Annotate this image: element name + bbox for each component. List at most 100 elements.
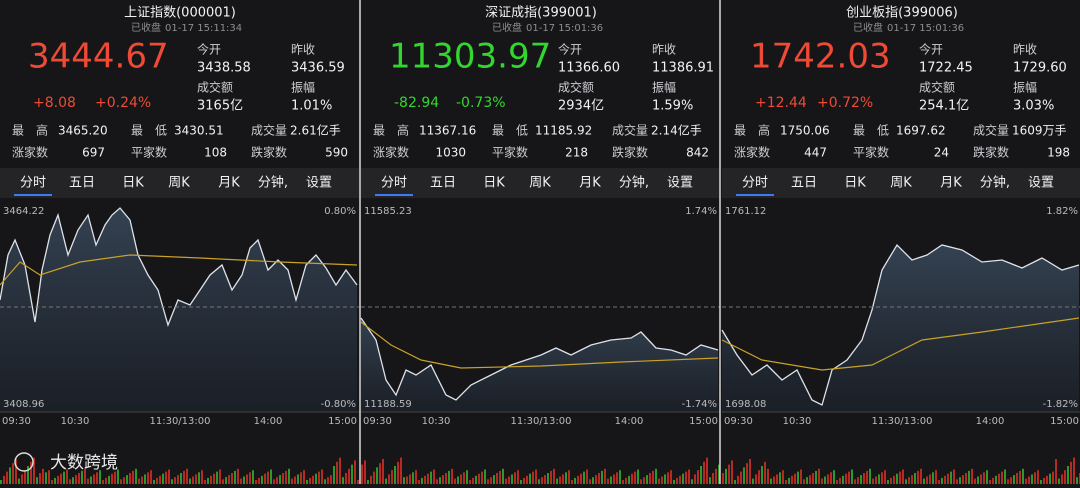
volume-bar: [45, 472, 47, 484]
amount-label: 成交额: [919, 80, 955, 95]
volume-bar: [929, 474, 931, 484]
volume-bar: [300, 472, 302, 484]
volume-bar: [986, 470, 988, 484]
volume-bar: [177, 475, 179, 484]
tab[interactable]: 日K: [122, 176, 144, 191]
volume-bar: [968, 470, 970, 484]
price: 11303.97: [389, 37, 551, 77]
open-value: 3438.58: [197, 61, 251, 76]
tab[interactable]: 五日: [791, 176, 817, 191]
volume-bar: [1025, 478, 1027, 484]
volume-bar: [321, 469, 323, 484]
volume-bar: [619, 470, 621, 484]
volume-bar: [1073, 457, 1075, 484]
tab[interactable]: 月K: [218, 176, 240, 191]
tab[interactable]: 分时: [742, 176, 768, 191]
pct-bottom-label: -0.80%: [321, 399, 356, 410]
volume-bar: [150, 470, 152, 484]
volume-bar: [195, 474, 197, 484]
volume-bar: [90, 476, 92, 484]
volume-bar: [607, 478, 609, 484]
volume-bar: [773, 476, 775, 484]
volume-bar: [1019, 470, 1021, 484]
volume-bar: [803, 479, 805, 484]
volume-bar: [911, 475, 913, 484]
tab[interactable]: 分钟,: [619, 175, 649, 191]
tab-underline: [736, 194, 774, 196]
volume-bar: [601, 470, 603, 484]
volume-bar: [24, 470, 26, 484]
tab[interactable]: 分钟,: [258, 175, 288, 191]
tab[interactable]: 五日: [430, 176, 456, 191]
tab[interactable]: 设置: [1028, 176, 1054, 191]
volume-bar: [980, 474, 982, 484]
volume-bar: [87, 478, 89, 484]
volume-bar: [1076, 477, 1078, 484]
tab[interactable]: 周K: [890, 176, 912, 191]
open-value: 11366.60: [558, 61, 620, 76]
tab-bar: [361, 168, 720, 198]
tab-bar: [722, 168, 1080, 198]
tab[interactable]: 日K: [844, 176, 866, 191]
low-value: 1697.62: [896, 124, 946, 138]
volume-bar: [15, 459, 17, 484]
pct-top-label: 0.80%: [324, 206, 356, 217]
volume-bar: [1037, 470, 1039, 484]
y-top-label: 1761.12: [725, 206, 766, 217]
tab[interactable]: 五日: [69, 176, 95, 191]
volume-bar: [776, 474, 778, 484]
tab[interactable]: 分时: [20, 176, 46, 191]
high-label: 最 高: [373, 123, 409, 138]
volume-bar: [613, 474, 615, 484]
tab[interactable]: 分时: [381, 176, 407, 191]
volume-bar: [231, 473, 233, 484]
volume-bar: [1052, 471, 1054, 484]
tab[interactable]: 周K: [529, 176, 551, 191]
volume-bar: [691, 479, 693, 484]
low-value: 3430.51: [174, 124, 224, 138]
volume-bar: [1064, 470, 1066, 484]
volume-bar: [616, 472, 618, 484]
up-label: 涨家数: [373, 145, 409, 160]
volume-bar: [854, 479, 856, 484]
volume-bar: [189, 478, 191, 484]
volume-bar: [330, 475, 332, 484]
volume-bar: [758, 470, 760, 484]
amount-label: 成交额: [558, 80, 594, 95]
volume-bar: [105, 477, 107, 484]
volume-bar: [132, 470, 134, 484]
volume-bar: [379, 463, 381, 484]
volume-bar: [950, 471, 952, 484]
volume-bar: [54, 477, 56, 484]
volume-bar: [351, 464, 353, 484]
tab[interactable]: 月K: [940, 176, 962, 191]
tab[interactable]: 分钟,: [980, 175, 1010, 191]
tab[interactable]: 设置: [306, 176, 332, 191]
volume-bar: [538, 479, 540, 484]
volume-bar: [598, 473, 600, 484]
volume-bar: [78, 473, 80, 484]
volume-bar: [517, 470, 519, 484]
volume-bar: [36, 477, 38, 484]
volume-bar: [324, 479, 326, 484]
volume-bar: [234, 470, 236, 484]
volume-bar: [914, 473, 916, 484]
volume-bar: [388, 474, 390, 484]
watermark: 大数跨境: [50, 453, 118, 473]
volume-bar: [917, 470, 919, 484]
tab[interactable]: 周K: [168, 176, 190, 191]
tab[interactable]: 月K: [579, 176, 601, 191]
open-label: 今开: [197, 42, 221, 57]
volume-bar: [806, 477, 808, 484]
tab[interactable]: 设置: [667, 176, 693, 191]
volume-bar: [541, 477, 543, 484]
volume-bar: [424, 475, 426, 484]
volume-bar: [318, 471, 320, 484]
tab[interactable]: 日K: [483, 176, 505, 191]
volume-bar: [490, 477, 492, 484]
volume-bar: [535, 469, 537, 484]
volume-bar: [75, 475, 77, 484]
volume-bar: [998, 473, 1000, 484]
status: 已收盘: [492, 21, 522, 34]
volume-bar: [156, 477, 158, 484]
